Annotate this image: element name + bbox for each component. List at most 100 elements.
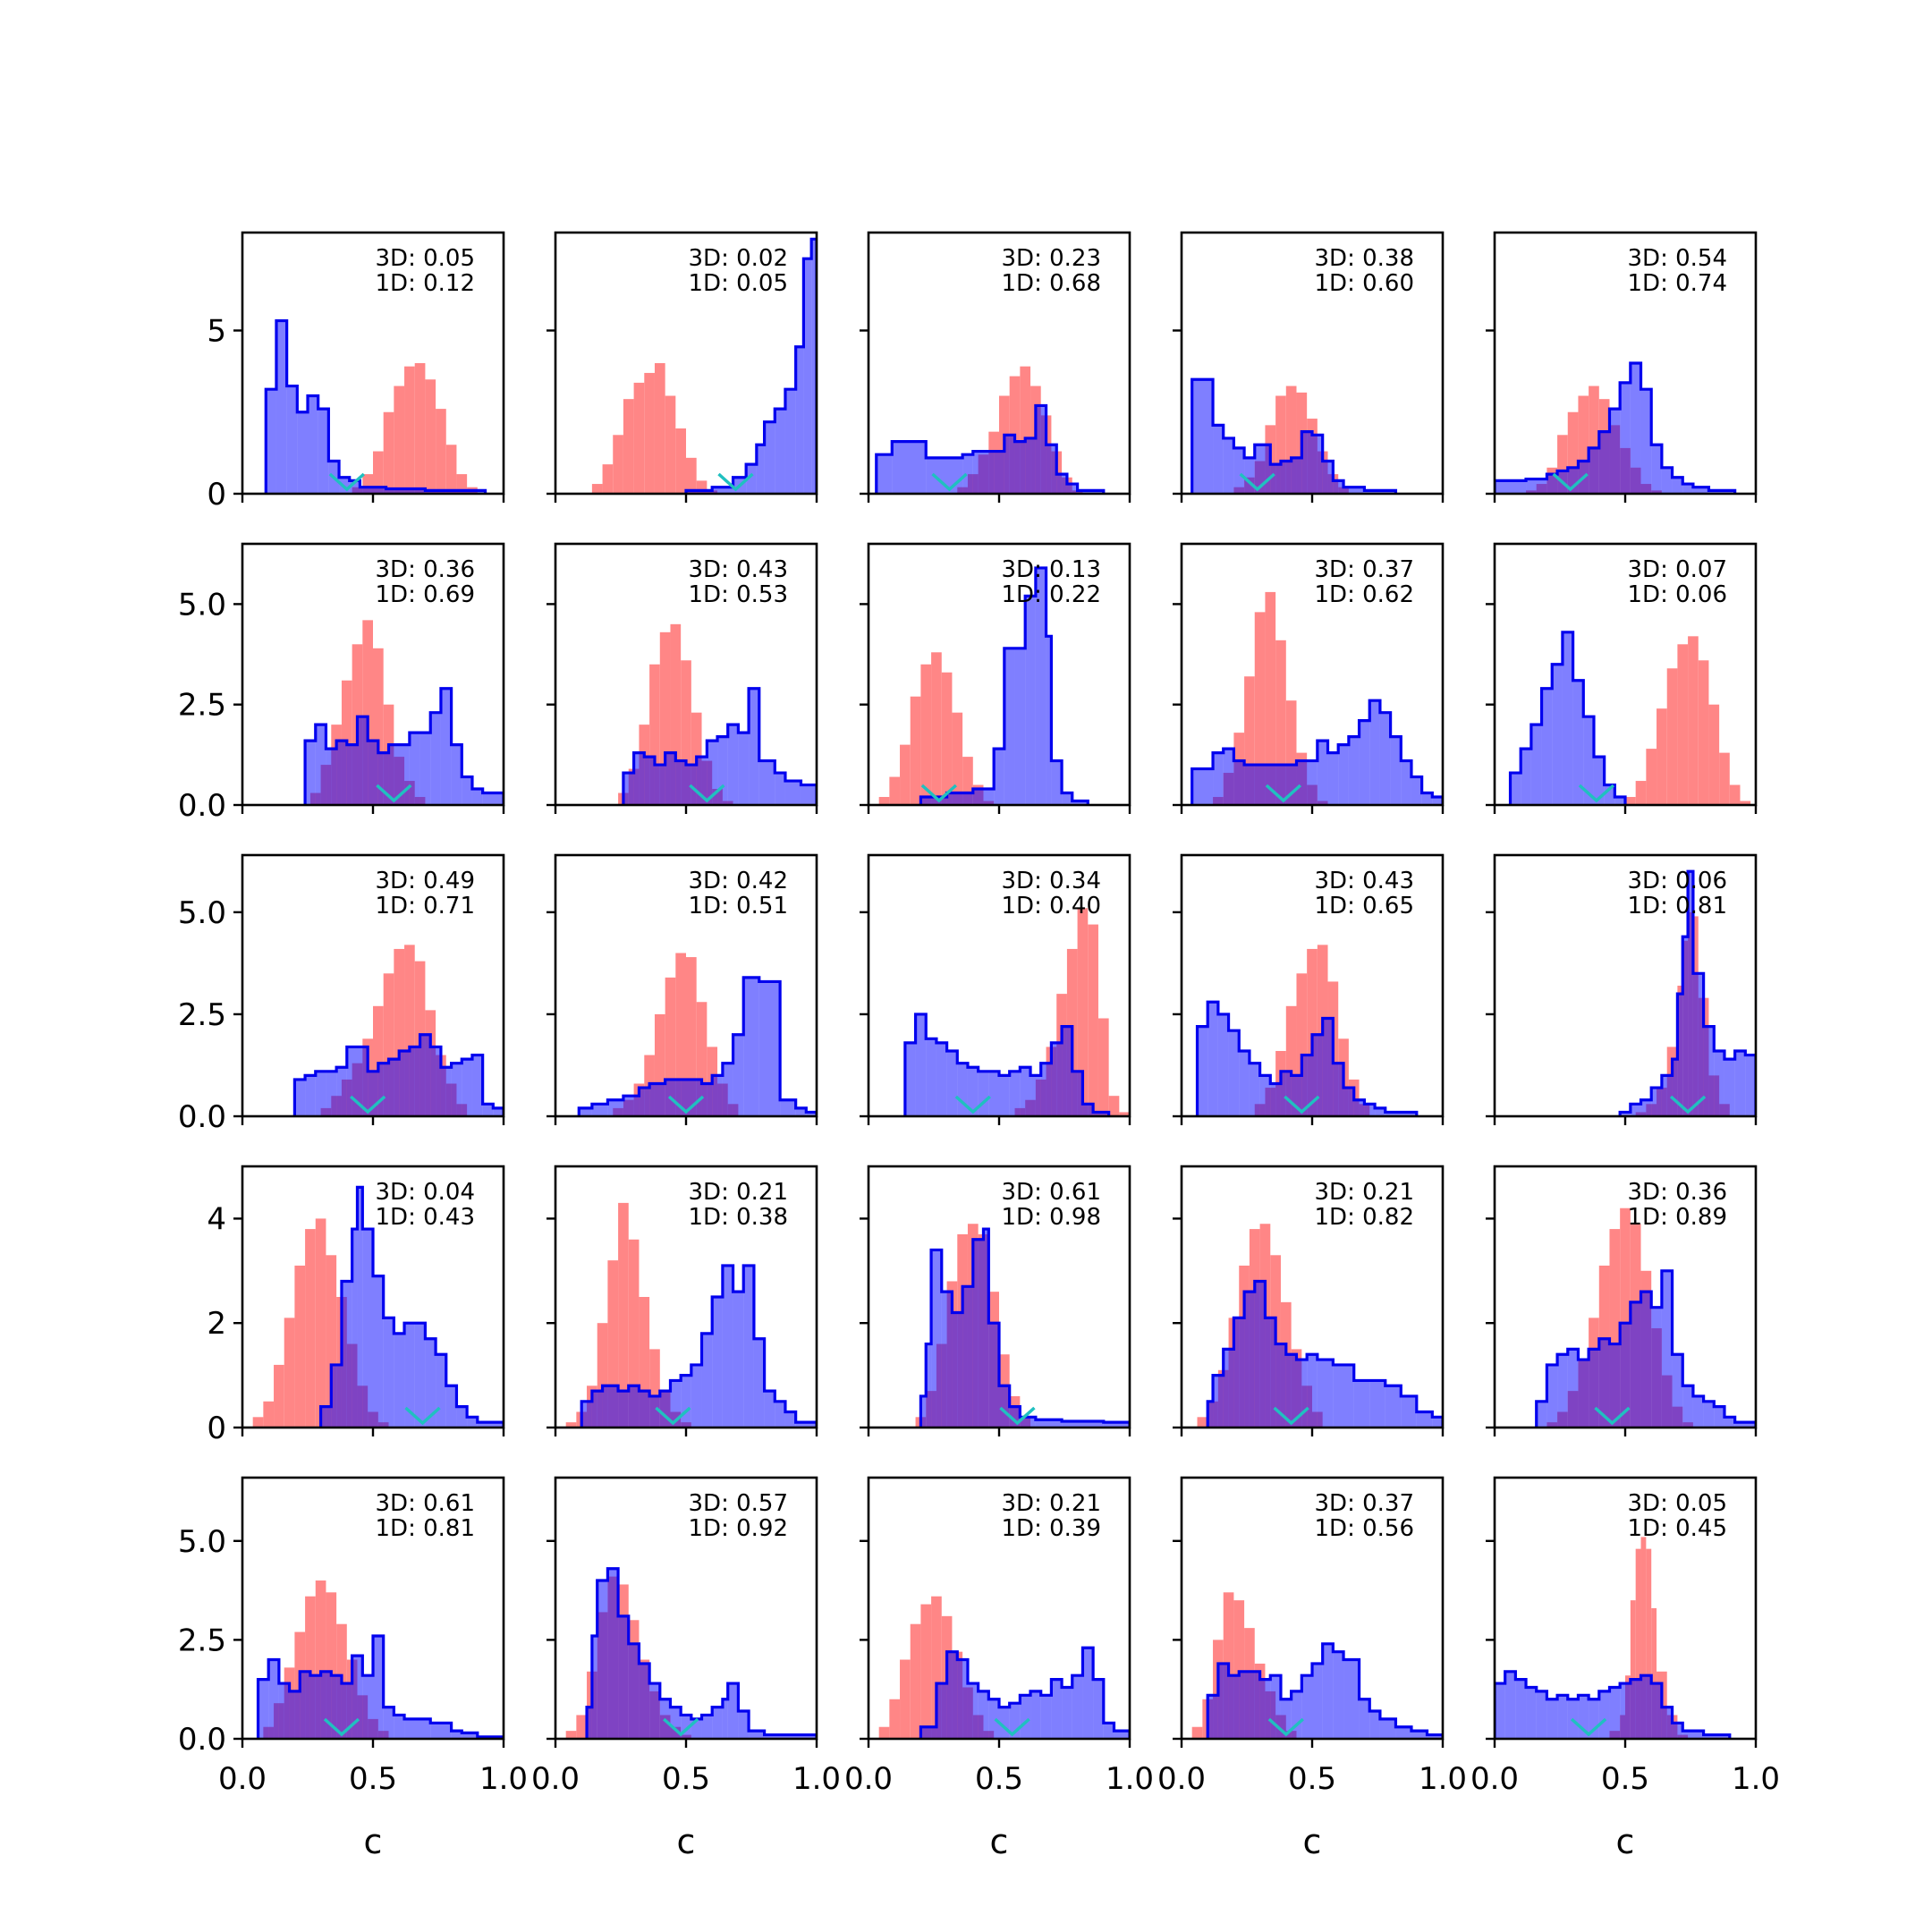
blue-bar <box>1051 1042 1063 1116</box>
x-tick-label: 0.5 <box>662 1761 710 1797</box>
blue-outline <box>580 1264 817 1428</box>
blue-bar <box>775 1401 785 1428</box>
blue-bar <box>733 1034 744 1116</box>
blue-bar <box>1025 437 1036 494</box>
red-bar <box>404 945 415 1116</box>
label-3d: 3D: 0.21 <box>1002 1490 1101 1517</box>
blue-bar <box>1536 1690 1547 1739</box>
blue-bar <box>1103 1723 1114 1739</box>
x-tick-label: 0.0 <box>218 1761 267 1797</box>
blue-bar <box>1578 1695 1589 1739</box>
blue-bar <box>336 741 347 805</box>
blue-outline <box>684 237 817 494</box>
blue-bar <box>1557 1354 1568 1428</box>
blue-bar <box>758 981 781 1116</box>
blue-bar <box>1682 1385 1693 1428</box>
blue-bar <box>1714 1051 1724 1116</box>
blue-bar <box>1259 1679 1271 1739</box>
label-1d: 1D: 0.92 <box>689 1515 788 1542</box>
blue-bar <box>764 421 775 494</box>
blue-bar <box>326 749 337 805</box>
blue-bar <box>1682 484 1693 494</box>
blue-bar <box>1682 936 1689 1116</box>
blue-bar <box>368 1071 378 1116</box>
blue-bar <box>1359 1699 1370 1739</box>
blue-bar <box>784 1411 796 1428</box>
label-1d: 1D: 0.45 <box>1628 1515 1727 1542</box>
blue-bar <box>1369 700 1380 805</box>
blue-bar <box>746 464 757 494</box>
blue-bar <box>999 1385 1010 1428</box>
blue-bar <box>1312 1034 1323 1116</box>
plot-area <box>565 1202 817 1428</box>
blue-bar <box>784 781 801 805</box>
blue-bar <box>670 1707 682 1739</box>
blue-bar <box>1557 1695 1568 1739</box>
blue-bar <box>904 1042 916 1116</box>
red-bar <box>633 382 645 494</box>
red-bar <box>1630 1600 1636 1739</box>
marker-v <box>1552 472 1589 492</box>
blue-series <box>1191 377 1398 494</box>
blue-bar <box>681 1715 691 1739</box>
blue-bar <box>801 784 817 805</box>
blue-bar <box>1495 1683 1505 1739</box>
blue-bar <box>952 1312 963 1428</box>
blue-series <box>1206 1279 1443 1428</box>
blue-bar <box>753 1338 765 1428</box>
blue-bar <box>1724 1059 1735 1116</box>
blue-bar <box>1546 474 1558 494</box>
red-bar <box>1651 1608 1657 1739</box>
blue-bar <box>1270 464 1281 494</box>
blue-bar <box>286 386 298 494</box>
blue-bar <box>1703 1734 1730 1739</box>
blue-bar <box>623 773 634 805</box>
blue-bar <box>451 1063 462 1116</box>
blue-bar <box>775 409 785 494</box>
blue-bar <box>1589 1699 1599 1739</box>
marker-v <box>717 472 754 492</box>
blue-bar <box>1495 480 1527 494</box>
blue-outline <box>1495 361 1737 494</box>
blue-bar <box>1651 1683 1662 1739</box>
blue-bar <box>440 1067 452 1116</box>
blue-bar <box>639 1663 650 1739</box>
blue-bar <box>957 1063 968 1116</box>
blue-bar <box>1385 1112 1417 1116</box>
blue-bar <box>795 346 804 494</box>
blue-bar <box>383 1707 394 1739</box>
blue-bar <box>1213 425 1224 494</box>
red-bar <box>404 366 415 494</box>
blue-bar <box>315 724 326 805</box>
blue-bar <box>1312 435 1323 494</box>
blue-bar <box>1020 1067 1031 1116</box>
blue-bar <box>451 744 462 805</box>
marker-v <box>689 784 725 803</box>
blue-bar <box>1583 716 1594 805</box>
blue-bar <box>686 490 713 494</box>
blue-bar <box>1703 1401 1715 1428</box>
red-bar <box>931 1596 942 1739</box>
blue-bar <box>1661 467 1673 494</box>
blue-bar <box>1327 752 1339 805</box>
blue-bar <box>1745 1055 1756 1116</box>
blue-series <box>684 237 817 494</box>
blue-bar <box>373 1275 384 1428</box>
label-1d: 1D: 0.82 <box>1315 1204 1414 1231</box>
blue-bar <box>1244 1292 1255 1428</box>
blue-bar <box>712 487 733 494</box>
label-1d: 1D: 0.62 <box>1315 581 1414 608</box>
label-3d: 3D: 0.13 <box>1002 556 1101 583</box>
blue-series <box>919 1227 1130 1428</box>
red-bar <box>1646 1548 1652 1739</box>
blue-bar <box>994 749 1004 805</box>
red-bar <box>1108 1096 1120 1116</box>
blue-series <box>319 1185 504 1428</box>
blue-series <box>1618 869 1756 1116</box>
blue-bar <box>649 1683 660 1739</box>
blue-bar <box>665 1079 682 1116</box>
blue-bar <box>1014 441 1026 494</box>
red-bar <box>602 464 614 494</box>
blue-bar <box>1208 1695 1218 1739</box>
